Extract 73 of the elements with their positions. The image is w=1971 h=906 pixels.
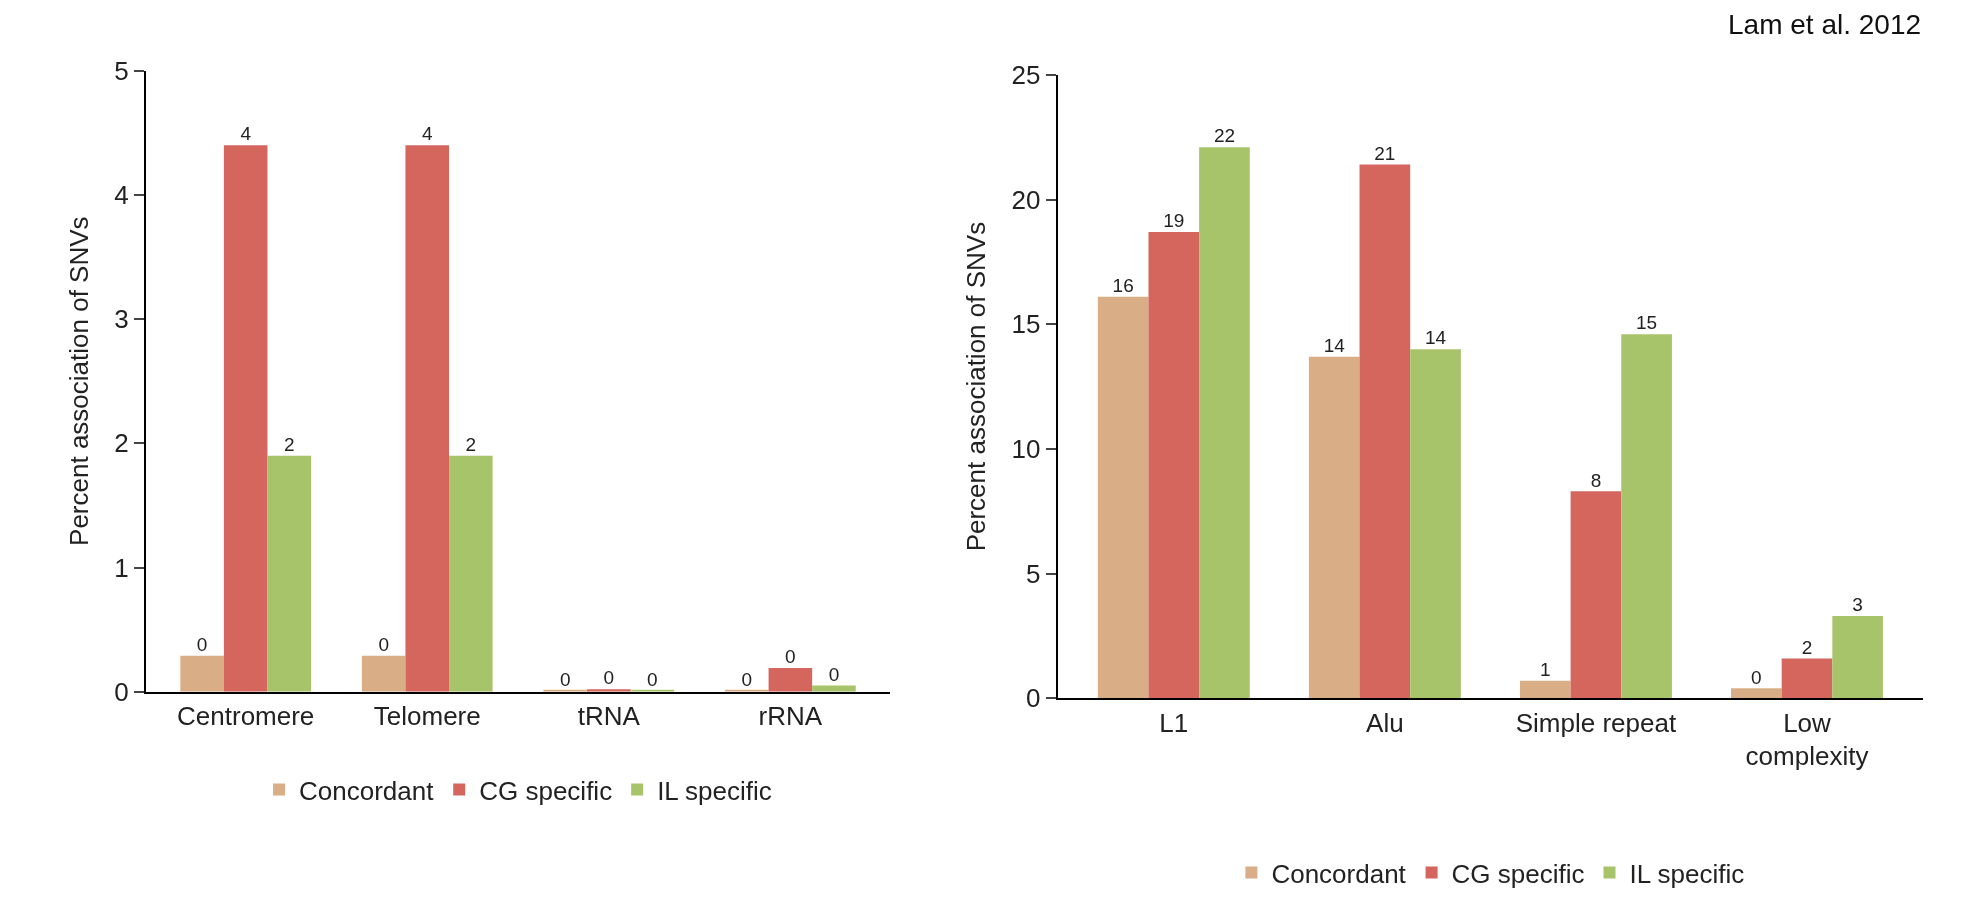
y-tick-label: 1: [114, 552, 129, 583]
bar: [1832, 616, 1883, 699]
y-tick-label: 15: [1011, 309, 1041, 340]
bar: [1519, 680, 1571, 699]
data-label: 16: [1112, 275, 1134, 297]
bar: [1308, 356, 1360, 699]
bar: [1781, 658, 1833, 699]
y-axis-title: Percent association of SNVs: [64, 216, 95, 546]
data-label: 0: [828, 663, 840, 685]
bar: [1359, 164, 1411, 699]
data-label: 14: [1424, 327, 1447, 349]
data-label: 0: [1751, 666, 1762, 688]
y-tick-label: 25: [1011, 59, 1041, 90]
legend-label: CG specific: [1451, 858, 1585, 889]
data-label: 2: [283, 433, 295, 455]
data-label: 19: [1163, 210, 1185, 232]
y-tick-label: 10: [1011, 434, 1041, 465]
x-tick-label: Alu: [1366, 707, 1404, 738]
y-tick-label: 4: [114, 180, 129, 210]
bar: [405, 145, 450, 692]
bar: [1731, 688, 1782, 699]
bar: [1097, 296, 1149, 699]
data-label: 0: [741, 668, 753, 690]
data-label: 2: [465, 433, 477, 455]
bar: [267, 455, 312, 692]
legend-label: Concordant: [299, 775, 435, 806]
bar: [1570, 491, 1622, 699]
text: Lam et al. 2012: [1728, 9, 1922, 40]
data-label: 21: [1374, 142, 1396, 164]
data-label: 3: [1852, 594, 1863, 616]
bar: [812, 685, 856, 692]
data-label: 22: [1213, 125, 1236, 147]
data-label: 0: [559, 668, 571, 690]
data-label: 0: [647, 668, 658, 690]
data-label: 0: [603, 667, 615, 689]
bar: [361, 655, 406, 692]
data-label: 1: [1539, 659, 1551, 681]
data-label: 0: [378, 633, 389, 655]
legend-label: IL specific: [1629, 858, 1745, 889]
y-axis-title: Percent association of SNVs: [961, 221, 992, 552]
x-tick-label: rRNA: [758, 700, 823, 731]
legend-label: CG specific: [479, 775, 613, 806]
bar: [449, 455, 493, 692]
bar: [768, 668, 813, 692]
data-label: 2: [1801, 636, 1813, 658]
bar: [1148, 231, 1200, 699]
x-tick-label: Low complexity: [1745, 707, 1869, 772]
data-label: 14: [1323, 334, 1346, 356]
bar: [1621, 334, 1672, 699]
y-tick-label: 0: [114, 676, 129, 707]
data-label: 0: [196, 633, 208, 655]
data-label: 4: [240, 123, 252, 145]
data-label: 8: [1590, 469, 1602, 491]
bar: [223, 145, 268, 692]
x-tick-label: L1: [1159, 707, 1189, 738]
y-tick-label: 3: [114, 304, 129, 335]
y-tick-label: 2: [114, 428, 129, 459]
data-label: 15: [1636, 312, 1658, 334]
y-tick-label: 5: [114, 55, 129, 86]
bar: [1410, 349, 1461, 699]
x-tick-label: Simple repeat: [1515, 707, 1677, 738]
data-label: 0: [785, 646, 796, 668]
x-tick-label: Telomere: [373, 700, 481, 731]
y-tick-label: 20: [1011, 184, 1041, 215]
y-tick-label: 5: [1026, 558, 1041, 589]
x-tick-label: Centromere: [177, 700, 315, 731]
y-tick-label: 0: [1026, 683, 1041, 714]
legend-label: IL specific: [657, 775, 772, 806]
data-label: 4: [421, 123, 433, 145]
legend-label: Concordant: [1271, 858, 1407, 889]
bar: [1199, 147, 1250, 699]
bar: [180, 655, 224, 692]
x-tick-label: tRNA: [577, 700, 641, 731]
